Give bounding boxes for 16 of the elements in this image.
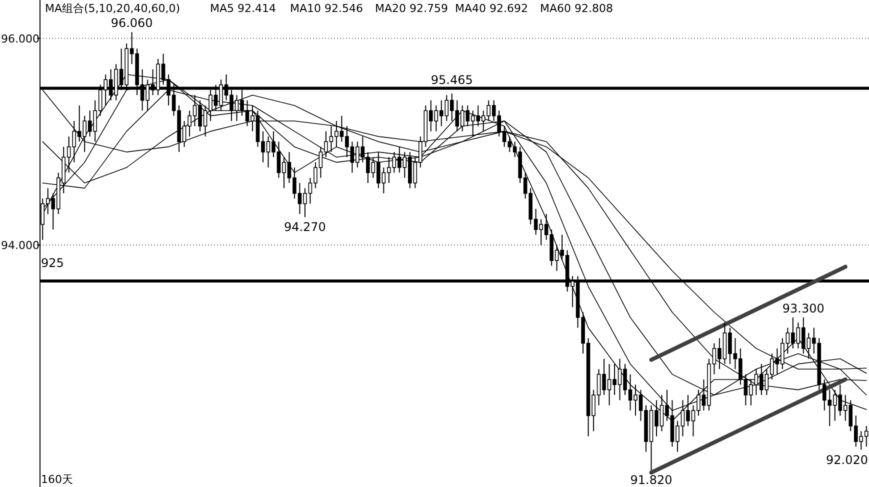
y-tick-label: 96.000 bbox=[1, 32, 40, 46]
annotation: 160天 bbox=[41, 473, 73, 486]
annotation: 96.060 bbox=[110, 16, 153, 30]
annotation: MA60 92.808 bbox=[540, 2, 613, 15]
annotation: 95.465 bbox=[430, 73, 473, 88]
y-tick-label: 94.000 bbox=[1, 239, 40, 252]
annotation: 925 bbox=[41, 256, 64, 270]
annotation: MA5 92.414 bbox=[210, 2, 276, 15]
annotation: 94.270 bbox=[284, 220, 326, 234]
annotation: MA20 92.759 bbox=[375, 2, 448, 15]
annotation: MA40 92.692 bbox=[455, 2, 528, 15]
annotation: 91.820 bbox=[630, 473, 672, 487]
annotation: MA组合(5,10,20,40,60,0) bbox=[45, 2, 180, 15]
annotation: 93.300 bbox=[782, 301, 824, 316]
annotation: MA10 92.546 bbox=[290, 2, 363, 15]
annotation: 92.020 bbox=[826, 452, 868, 467]
